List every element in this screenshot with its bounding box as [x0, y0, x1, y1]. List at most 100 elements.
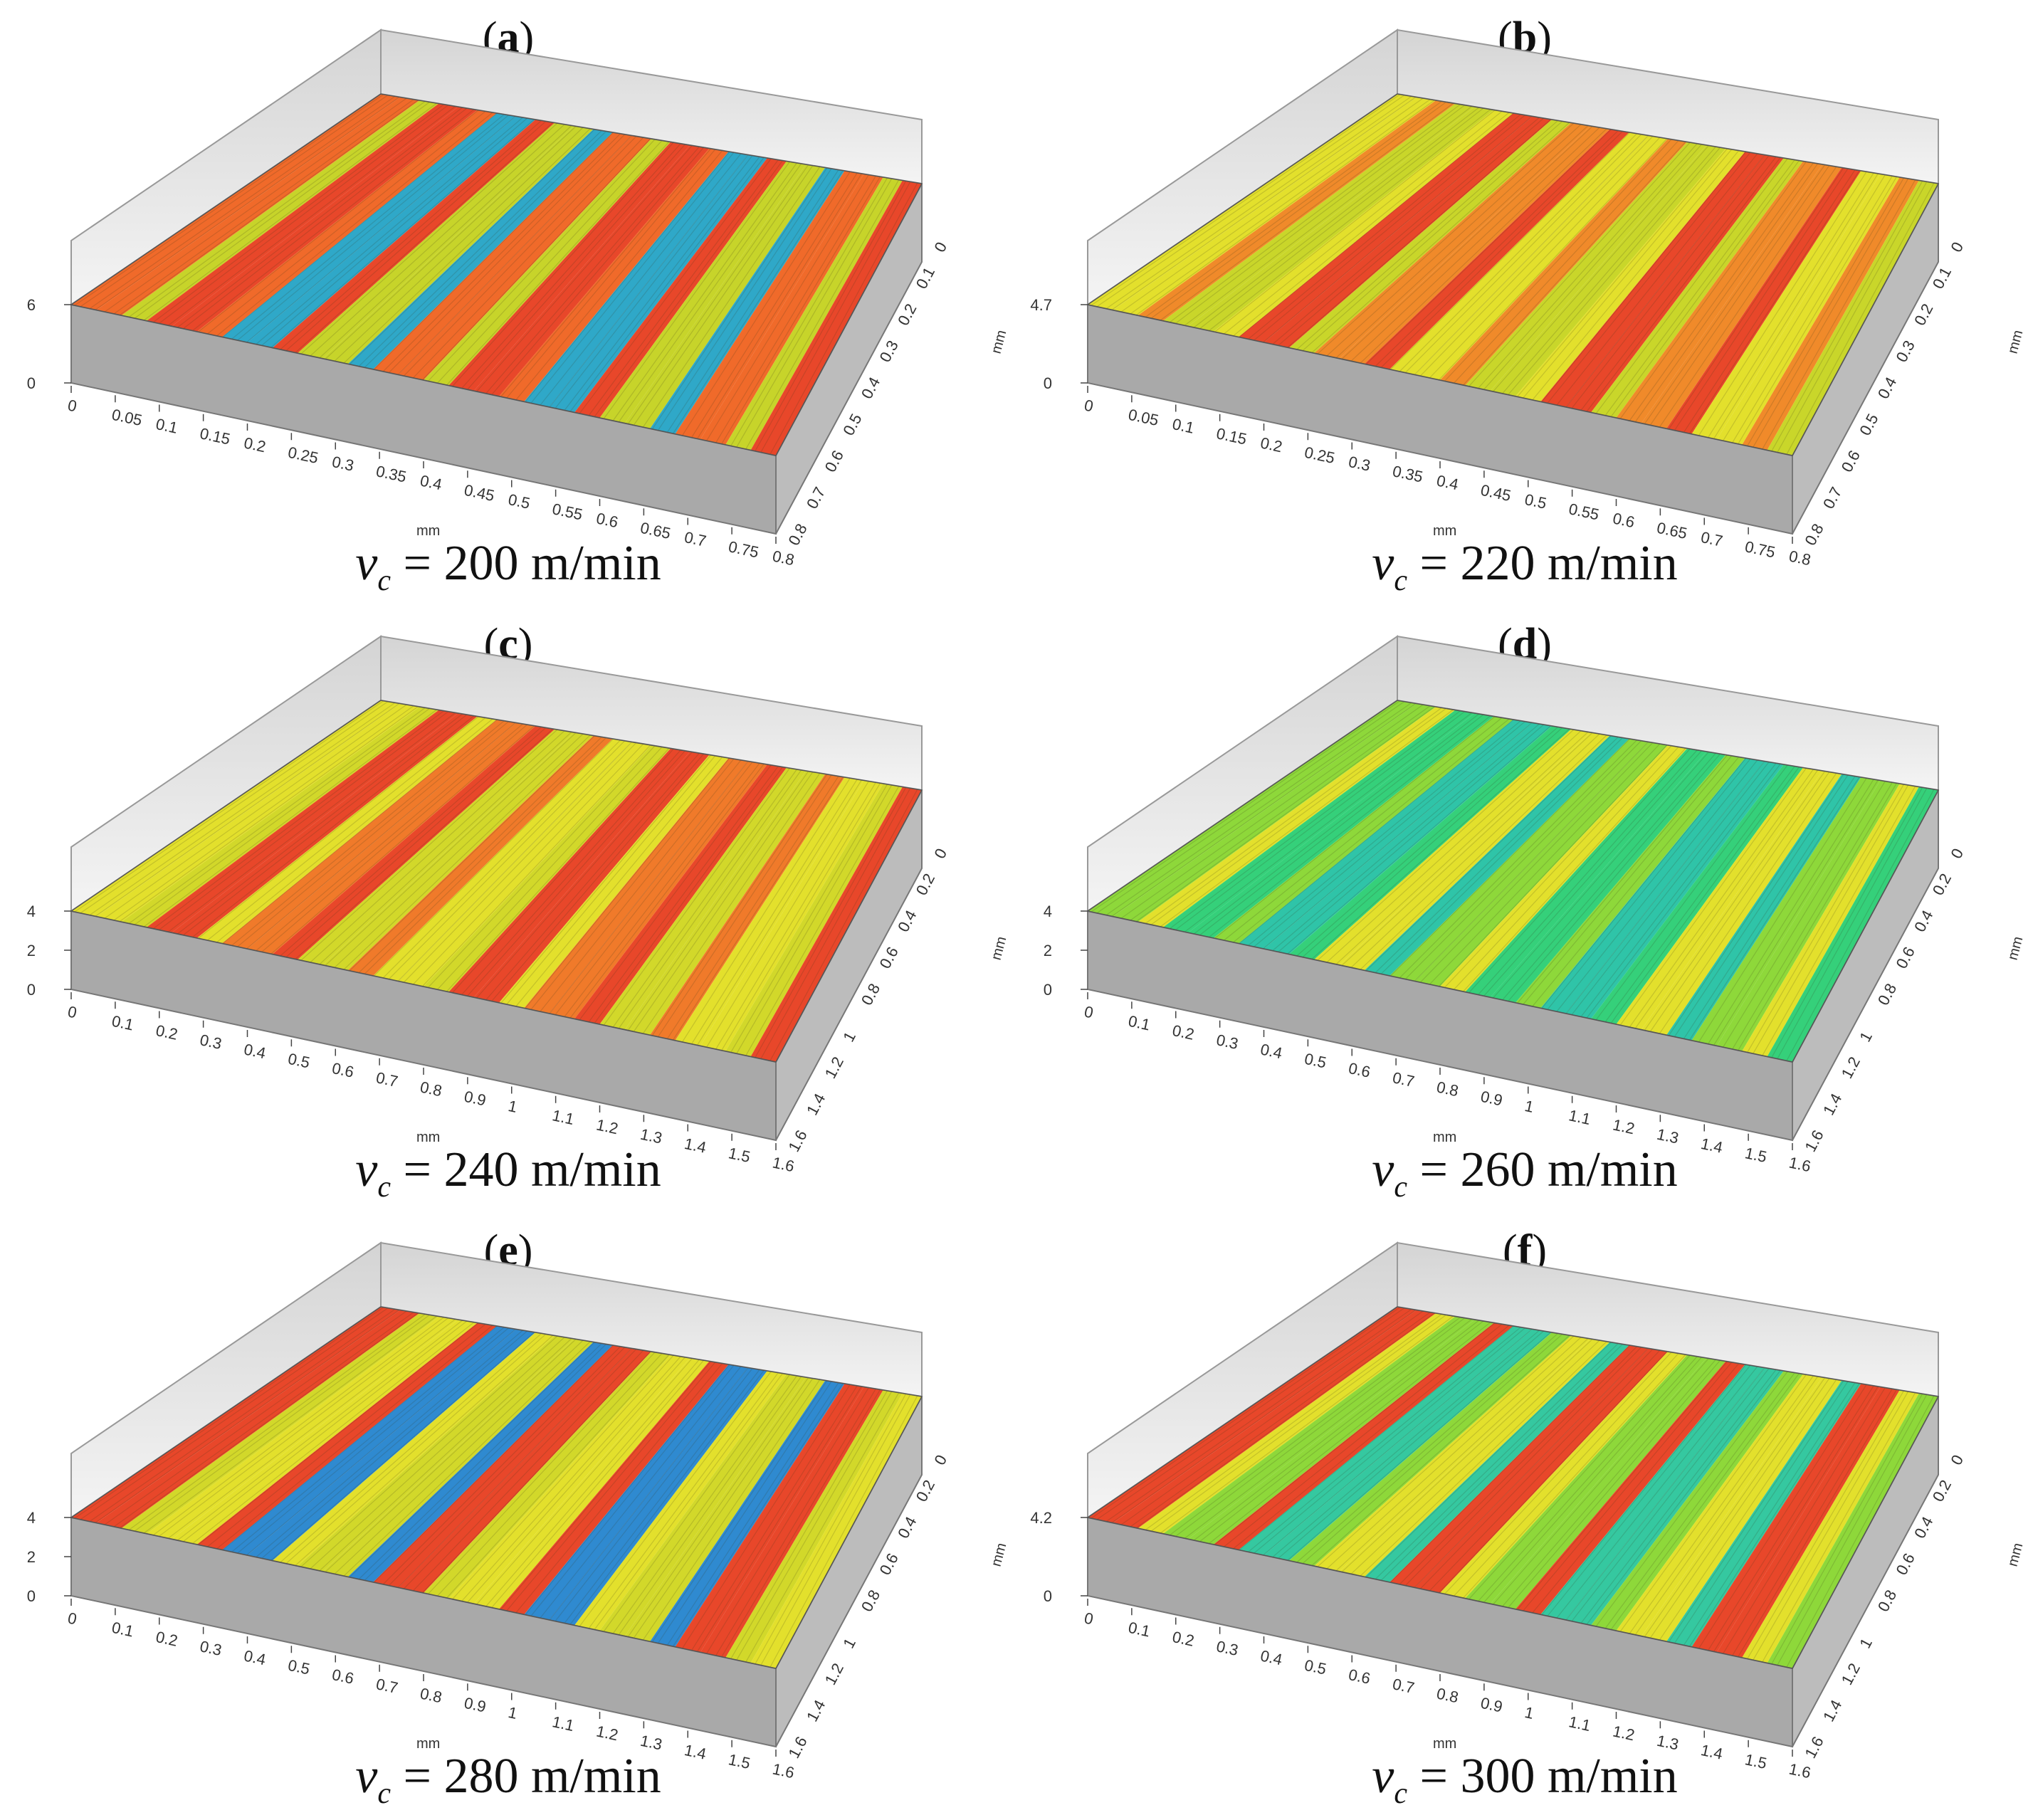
- surface-stripe: [298, 729, 574, 965]
- surface-texture: [207, 717, 486, 941]
- x-axis-label: mm: [1433, 1736, 1456, 1752]
- surface-texture: [89, 702, 396, 916]
- surface-texture: [1214, 716, 1496, 939]
- surface-texture: [168, 105, 456, 326]
- surface-texture: [1674, 168, 1849, 431]
- surface-texture: [1469, 1355, 1691, 1600]
- surface-texture: [1508, 753, 1721, 1001]
- surface-stripe: [222, 1326, 516, 1555]
- caption-variable: v: [1372, 536, 1394, 591]
- surface-texture: [1659, 772, 1837, 1034]
- surface-texture: [1380, 1344, 1623, 1581]
- surface-texture: [1444, 1352, 1672, 1594]
- cutting-speed-symbol: vc: [355, 536, 391, 597]
- x-tick-label: 0.1: [110, 1619, 135, 1641]
- y-tick-label: 0.5: [1856, 411, 1881, 438]
- surface-texture: [1390, 738, 1630, 977]
- surface-texture: [413, 743, 644, 985]
- surface-stripe: [574, 1371, 787, 1631]
- surface-texture: [476, 752, 693, 999]
- surface-texture: [1130, 705, 1431, 921]
- surface-texture: [730, 1390, 888, 1659]
- surface-texture: [1463, 747, 1686, 992]
- surface-texture: [1571, 1368, 1770, 1621]
- surface-stripe: [499, 754, 729, 1009]
- surface-texture: [285, 1333, 547, 1564]
- x-tick-label: 1: [1523, 1703, 1535, 1722]
- surface-texture: [682, 777, 851, 1043]
- y-tick-label: 0: [1947, 1452, 1967, 1468]
- surface-texture: [1610, 160, 1800, 417]
- surface-texture: [642, 1379, 821, 1641]
- cutting-speed-symbol: vc: [1372, 1749, 1407, 1810]
- surface-texture: [1523, 149, 1733, 399]
- surface-texture: [1130, 99, 1431, 315]
- surface-texture: [594, 767, 783, 1024]
- surface-stripe: [1088, 700, 1417, 917]
- surface-stripe: [549, 761, 767, 1019]
- x-tick-label: 1.5: [727, 1144, 752, 1166]
- y-tick-label: 0: [1947, 239, 1967, 256]
- surface-texture: [1209, 1322, 1491, 1544]
- surface-texture: [1565, 154, 1765, 408]
- surface-texture: [651, 1380, 828, 1643]
- surface-stripe: [1540, 152, 1765, 407]
- surface-texture: [198, 110, 479, 332]
- surface-texture: [1502, 1359, 1716, 1607]
- x-axis-label: mm: [1433, 523, 1456, 539]
- surface-texture: [721, 1389, 881, 1657]
- surface-stripe: [1188, 1320, 1494, 1545]
- y-tick-label: 1.4: [803, 1697, 829, 1725]
- x-tick-label: 0.4: [1259, 1646, 1283, 1668]
- y-tick-label: 0.8: [858, 981, 883, 1009]
- z-tick-label: 0: [27, 374, 36, 392]
- surface-texture: [113, 1312, 414, 1527]
- surface-stripe: [1616, 767, 1823, 1030]
- surface-texture: [1738, 1389, 1897, 1657]
- surface-stripe: [1288, 1332, 1572, 1567]
- x-tick-label: 0.1: [110, 1012, 135, 1034]
- surface-texture: [1296, 1332, 1558, 1563]
- x-tick-label: 0.2: [1171, 1021, 1196, 1043]
- surface-stripe: [1339, 732, 1610, 971]
- surface-stripe: [524, 1364, 748, 1620]
- surface-texture: [119, 100, 419, 316]
- surface-texture: [1399, 133, 1637, 372]
- surface-texture: [1786, 789, 1935, 1061]
- surface-stripe: [1440, 745, 1688, 992]
- surface-stripe: [1515, 1361, 1745, 1615]
- surface-stripe: [298, 122, 574, 359]
- surface-stripe: [624, 1377, 826, 1642]
- x-tick-label: 0.35: [374, 462, 408, 485]
- surface-stripe: [1264, 116, 1553, 348]
- surface-texture: [1523, 755, 1733, 1005]
- surface-texture: [467, 1357, 685, 1603]
- surface-texture: [1287, 1332, 1551, 1561]
- surface-texture: [1360, 735, 1607, 970]
- surface-stripe: [574, 764, 787, 1024]
- surface-texture: [491, 1359, 704, 1608]
- surface-texture: [651, 167, 828, 430]
- surface-texture: [588, 1372, 779, 1629]
- x-axis-label: mm: [416, 523, 440, 539]
- surface-stripe: [574, 158, 787, 418]
- surface-stripe: [1767, 1393, 1938, 1668]
- surface-texture: [1365, 1342, 1612, 1578]
- surface-texture: [569, 763, 765, 1019]
- surface-texture: [682, 1384, 851, 1649]
- x-tick-label: 1.6: [1787, 1153, 1812, 1175]
- surface-texture: [246, 1328, 516, 1556]
- surface-texture: [1419, 1349, 1654, 1589]
- z-tick-label: 0: [1044, 374, 1052, 392]
- surface-texture: [1532, 1363, 1740, 1614]
- surface-texture: [569, 157, 765, 412]
- surface-texture: [1777, 788, 1928, 1059]
- surface-stripe: [196, 1322, 497, 1550]
- surface-stripe: [725, 784, 903, 1057]
- surface-texture: [651, 774, 828, 1036]
- surface-texture: [222, 719, 498, 944]
- surface-texture: [1311, 728, 1570, 959]
- surface-texture: [216, 718, 493, 943]
- x-tick-label: 1.2: [594, 1115, 619, 1137]
- surface-texture: [525, 757, 730, 1009]
